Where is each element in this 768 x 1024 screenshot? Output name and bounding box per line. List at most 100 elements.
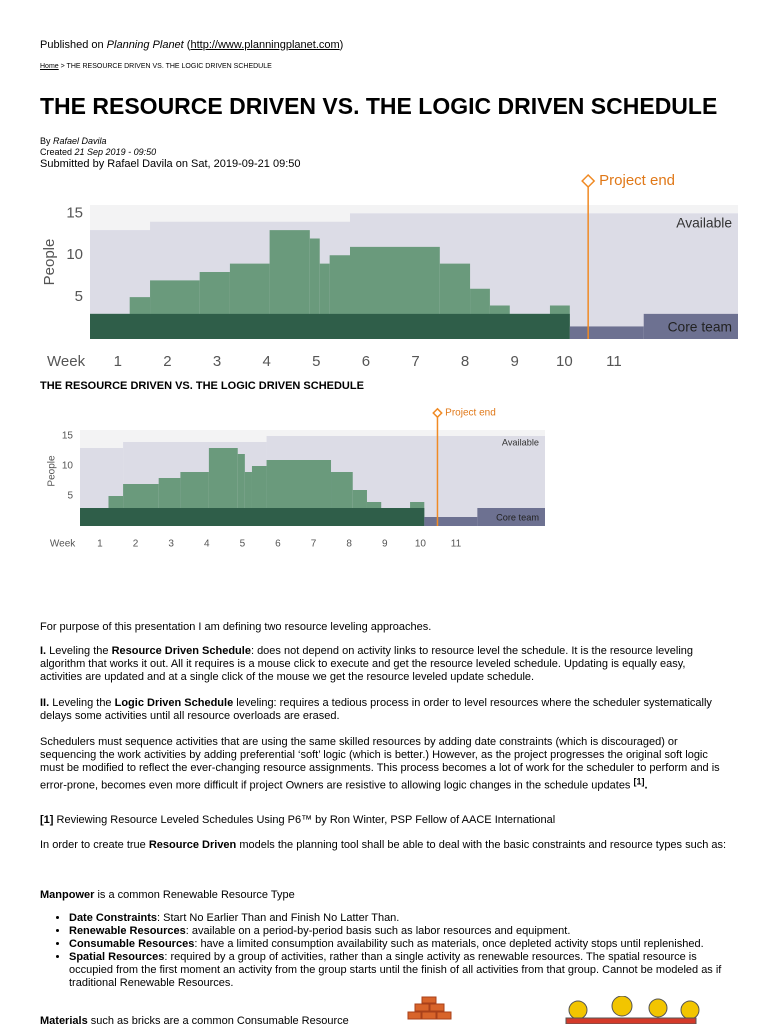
text: leveling: requires a tedious process in … xyxy=(40,697,712,722)
core-step xyxy=(80,508,425,526)
x-tick-label: 1 xyxy=(114,353,122,370)
core-step xyxy=(643,313,738,339)
list-item: Date Constraints: Start No Earlier Than … xyxy=(69,912,730,925)
list-item: Consumable Resources: have a limited con… xyxy=(69,938,730,951)
y-axis-label: People xyxy=(41,239,58,286)
x-tick-label: 6 xyxy=(275,539,281,550)
y-tick-label: 15 xyxy=(66,204,83,221)
text: Published on xyxy=(40,39,107,51)
available-label: Available xyxy=(502,438,539,448)
core-step xyxy=(569,326,644,339)
y-tick-label: 15 xyxy=(62,431,74,442)
text: II. xyxy=(40,697,50,709)
project-end-marker xyxy=(432,407,443,419)
text: Leveling the xyxy=(46,645,112,657)
x-tick-label: 4 xyxy=(204,539,210,550)
text: : Start No Earlier Than and Finish No La… xyxy=(157,912,400,924)
list-item: Renewable Resources: available on a peri… xyxy=(69,925,730,938)
paragraph: [1] Reviewing Resource Leveled Schedules… xyxy=(40,814,730,827)
paragraph: In order to create true Resource Driven … xyxy=(40,839,730,852)
x-tick-label: 5 xyxy=(240,539,246,550)
title: THE RESOURCE DRIVEN VS. THE LOGIC DRIVEN… xyxy=(40,93,718,119)
x-axis-label: Week xyxy=(50,539,76,550)
x-tick-label: 9 xyxy=(511,353,519,370)
text: Resource Driven xyxy=(148,839,237,851)
figure-caption: THE RESOURCE DRIVEN VS. THE LOGIC DRIVEN… xyxy=(40,380,364,392)
text: Leveling the xyxy=(49,697,115,709)
core-step xyxy=(90,313,570,339)
work-step xyxy=(244,472,252,526)
project-end-marker xyxy=(581,173,596,189)
text: such as bricks are a common Consumable R… xyxy=(87,1015,349,1024)
published: Published on Planning Planet (http://www… xyxy=(40,39,730,52)
x-tick-label: 3 xyxy=(168,539,174,550)
text: ) xyxy=(339,39,344,51)
x-axis-label: Week xyxy=(47,353,86,370)
x-tick-label: 7 xyxy=(411,353,419,370)
text: Planning Planet xyxy=(106,39,184,51)
figure: 5 10 15 1 2 3 4 5 6 7 8 9 10 11 Week People Project end A… xyxy=(41,172,738,370)
paragraph: Manpower is a common Renewable Resource … xyxy=(40,889,730,902)
text: : have a limited consumption availabilit… xyxy=(194,938,704,950)
core-step xyxy=(477,508,545,526)
text: Spatial Resources xyxy=(69,951,165,963)
x-tick-label: 8 xyxy=(461,353,469,370)
home-link[interactable]: Home xyxy=(40,63,59,70)
text: Created xyxy=(40,147,75,157)
text: Materials xyxy=(40,1015,88,1024)
y-tick-label: 5 xyxy=(67,491,73,502)
work-step xyxy=(319,263,330,339)
x-tick-label: 6 xyxy=(362,353,370,370)
x-tick-label: 10 xyxy=(415,539,427,550)
text: Renewable Resources xyxy=(69,925,186,937)
text: Schedulers must sequence activities that… xyxy=(40,736,720,792)
text: By xyxy=(40,136,54,146)
text: Rafael Davila xyxy=(53,136,107,146)
x-tick-label: 2 xyxy=(133,539,139,550)
paragraph: II. Leveling the Logic Driven Schedule l… xyxy=(40,697,730,723)
project-end-label: Project end xyxy=(599,172,675,189)
text: models the planning tool shall be able t… xyxy=(236,839,727,851)
x-tick-label: 8 xyxy=(346,539,352,550)
illustration xyxy=(407,996,700,1024)
y-tick-label: 10 xyxy=(66,246,83,263)
list: Date Constraints: Start No Earlier Than … xyxy=(40,912,730,990)
x-tick-label: 11 xyxy=(606,353,622,370)
text: : required by a group of activities, rat… xyxy=(69,951,722,989)
text: I. xyxy=(40,645,47,657)
text: is a common Renewable Resource Type xyxy=(94,889,295,901)
y-tick-label: 5 xyxy=(75,288,83,305)
x-tick-label: 10 xyxy=(556,353,573,370)
paragraph: For purpose of this presentation I am de… xyxy=(40,621,432,633)
x-tick-label: 2 xyxy=(163,353,171,370)
text: > THE RESOURCE DRIVEN VS. THE LOGIC DRIV… xyxy=(58,63,272,70)
text: Manpower xyxy=(40,889,95,901)
text: Logic Driven Schedule xyxy=(114,697,234,709)
text: Resource Driven Schedule xyxy=(111,645,251,657)
text: [1] xyxy=(633,776,645,786)
available-label: Available xyxy=(676,216,732,231)
submitted: Submitted by Rafael Davila on Sat, 2019-… xyxy=(40,158,301,170)
core-label: Core team xyxy=(496,513,539,523)
x-tick-label: 1 xyxy=(97,539,103,550)
core-label: Core team xyxy=(668,320,732,335)
text: . xyxy=(644,779,648,792)
x-tick-label: 3 xyxy=(213,353,221,370)
byline: By Rafael Davila Created 21 Sep 2019 - 09… xyxy=(40,136,730,158)
text: Consumable Resources xyxy=(69,938,195,950)
site-link[interactable]: http://www.planningplanet.com xyxy=(190,39,340,51)
work-step xyxy=(237,454,245,526)
text: In order to create true xyxy=(40,839,149,851)
paragraph: Schedulers must sequence activities that… xyxy=(40,736,730,793)
figure: 5 10 15 1 2 3 4 5 6 7 8 9 10 11 Week People Project end A… xyxy=(47,407,545,550)
x-tick-label: 9 xyxy=(382,539,388,550)
paragraph: Materials such as bricks are a common Co… xyxy=(40,1015,380,1024)
y-axis-label: People xyxy=(47,455,58,487)
paragraph: I. Leveling the Resource Driven Schedule… xyxy=(40,645,730,684)
breadcrumb: Home > THE RESOURCE DRIVEN VS. THE LOGIC… xyxy=(40,63,730,71)
list-item: Spatial Resources: required by a group o… xyxy=(69,951,730,990)
text: 21 Sep 2019 - 09:50 xyxy=(74,147,157,157)
text: ( xyxy=(183,39,191,51)
y-tick-label: 10 xyxy=(62,461,74,472)
